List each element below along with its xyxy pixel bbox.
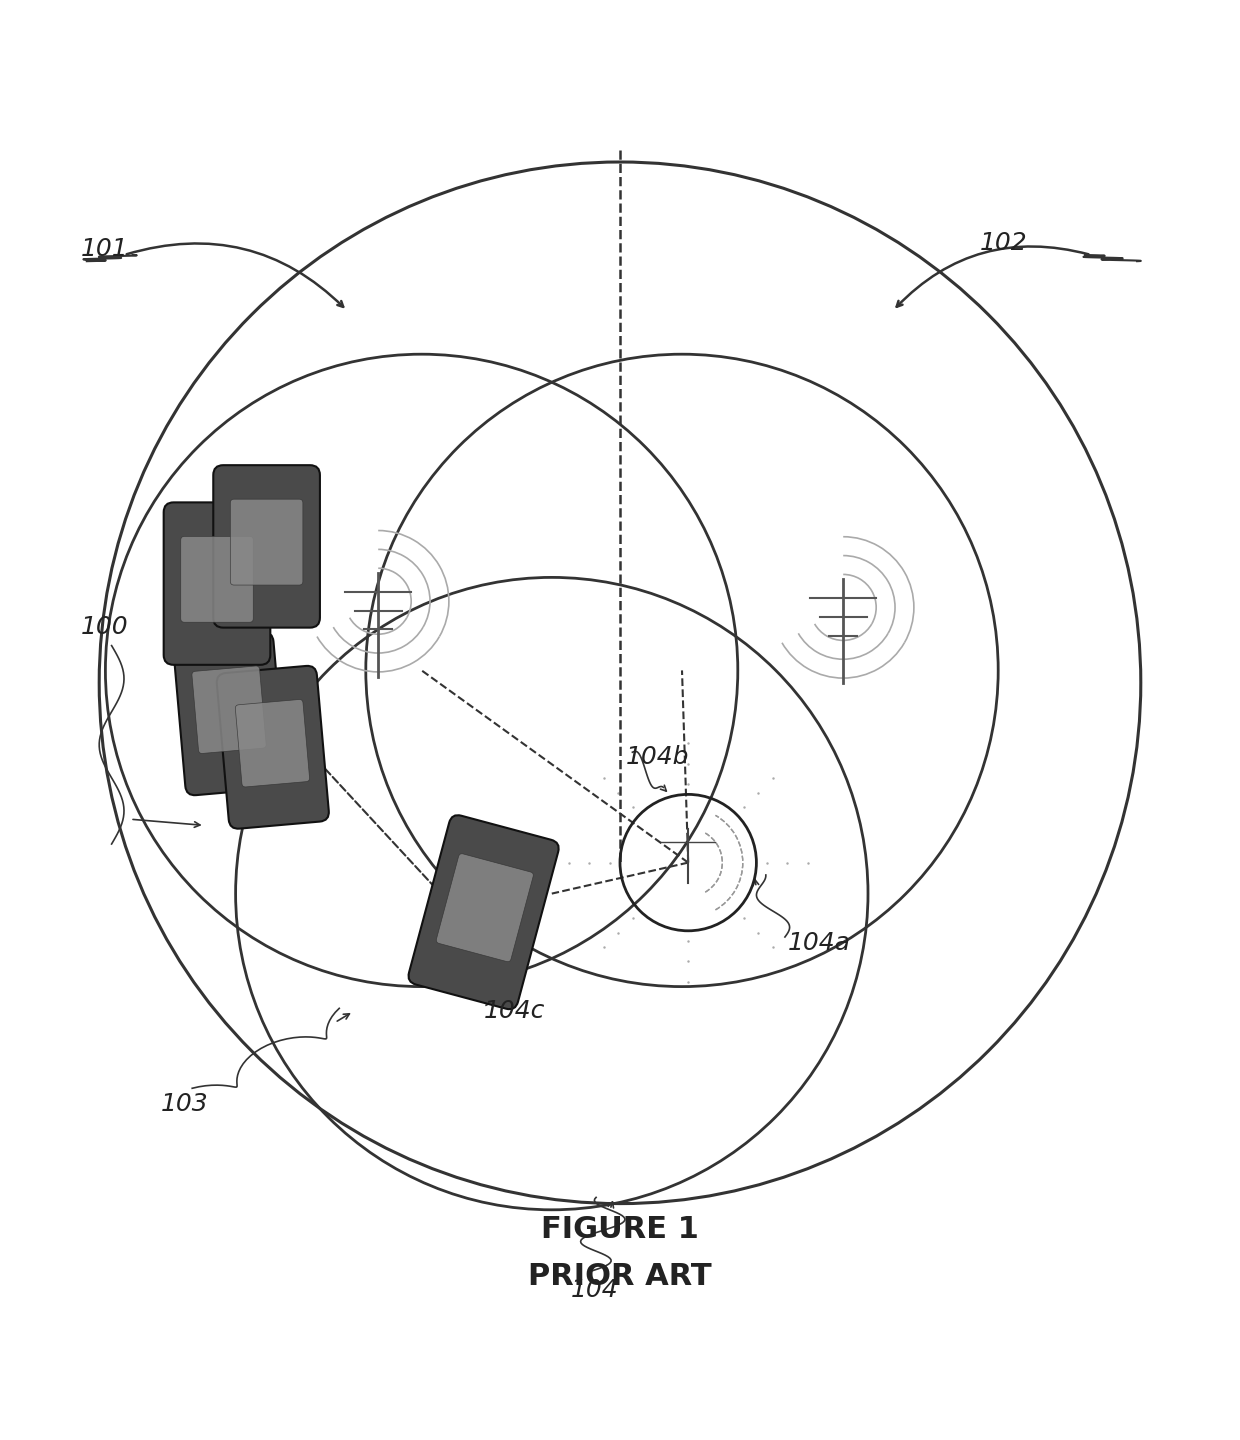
Text: 104: 104 — [570, 1279, 618, 1302]
FancyBboxPatch shape — [236, 700, 310, 786]
FancyBboxPatch shape — [436, 854, 533, 962]
Text: 103: 103 — [161, 1093, 208, 1116]
FancyBboxPatch shape — [192, 665, 267, 753]
FancyBboxPatch shape — [408, 815, 559, 1009]
Text: 104b: 104b — [626, 746, 689, 769]
Text: 104c: 104c — [484, 999, 544, 1024]
FancyBboxPatch shape — [217, 665, 329, 828]
FancyBboxPatch shape — [231, 500, 303, 585]
FancyBboxPatch shape — [174, 632, 285, 795]
FancyBboxPatch shape — [164, 503, 270, 665]
Text: 104a: 104a — [787, 932, 851, 955]
Text: 102: 102 — [980, 230, 1027, 255]
Text: FIGURE 1
PRIOR ART: FIGURE 1 PRIOR ART — [528, 1215, 712, 1292]
Text: 101: 101 — [81, 236, 128, 261]
FancyBboxPatch shape — [181, 536, 253, 622]
Text: 100: 100 — [81, 615, 128, 639]
FancyBboxPatch shape — [213, 465, 320, 628]
